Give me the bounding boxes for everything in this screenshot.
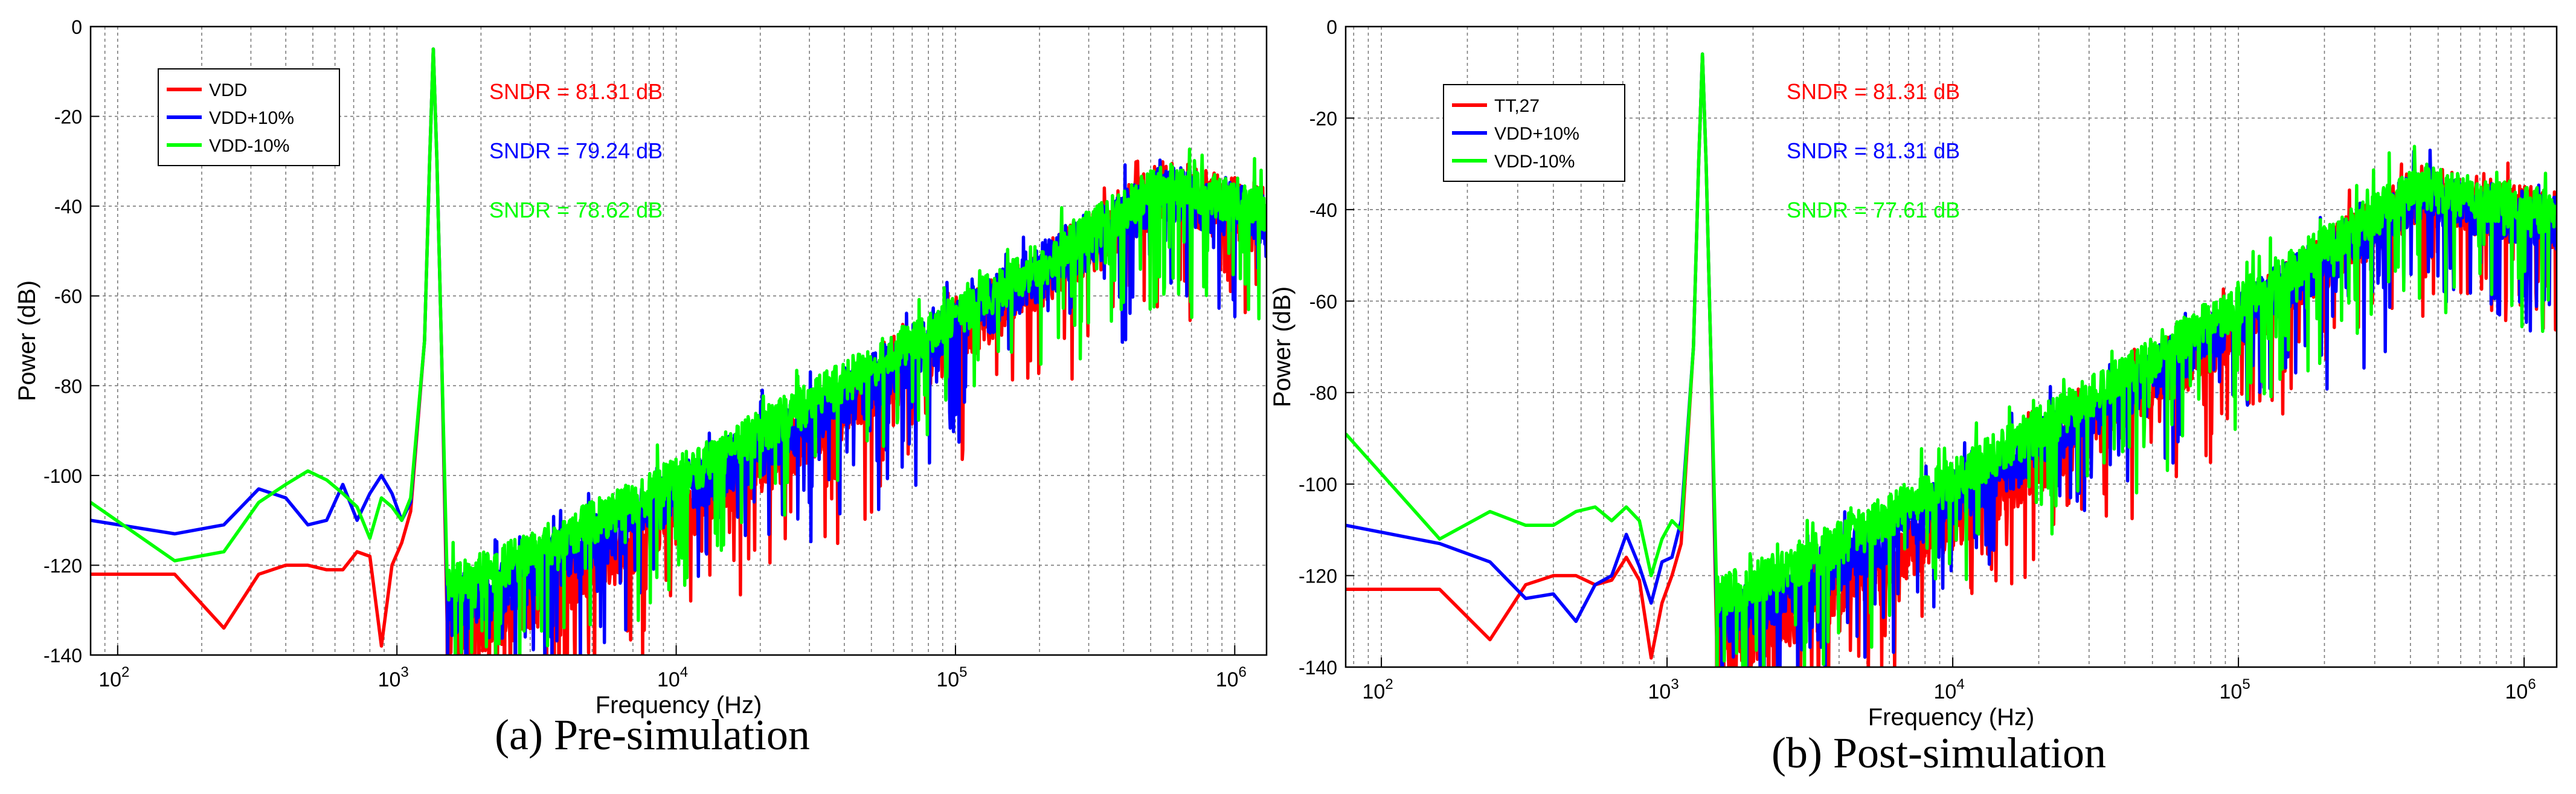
legend: TT,27 VDD+10% VDD-10% — [1443, 84, 1625, 182]
y-axis-label: Power (dB) — [1269, 286, 1296, 407]
x-tick-label: 104 — [1934, 676, 1965, 703]
sndr-annotation: SNDR = 77.61 dB — [1787, 198, 1960, 222]
sndr-annotation: SNDR = 81.31 dB — [489, 79, 663, 104]
y-axis-label: Power (dB) — [14, 280, 40, 401]
series-line-VDD-10% — [1346, 52, 2557, 667]
axes-frame — [89, 25, 1268, 656]
y-tick-label: -140 — [43, 645, 82, 667]
figure-caption: (b) Post-simulation — [1771, 729, 2106, 777]
y-tick-label: -20 — [54, 106, 82, 128]
y-tick-label: -120 — [43, 555, 82, 576]
y-tick-label: -60 — [1309, 291, 1337, 312]
y-tick-label: -40 — [1309, 199, 1337, 221]
x-axis-label: Frequency (Hz) — [596, 692, 762, 718]
axes-frame — [1344, 25, 2558, 668]
x-tick-label: 105 — [936, 664, 967, 691]
y-tick-label: -140 — [1299, 657, 1337, 679]
y-tick-label: -120 — [1299, 566, 1337, 587]
y-tick-label: -20 — [1309, 108, 1337, 129]
chart-panel-pre: 0 -20 -40 -60 -80 -100 -120 -140 102 103 104 105 106… — [14, 16, 1268, 759]
sndr-annotation: SNDR = 81.31 dB — [1787, 79, 1960, 104]
series-line-VDD-10% — [91, 47, 1267, 655]
x-tick-label: 102 — [1363, 676, 1393, 703]
legend-label: VDD-10% — [209, 136, 289, 156]
x-tick-label: 106 — [2505, 676, 2536, 703]
legend: VDD VDD+10% VDD-10% — [158, 68, 340, 166]
x-tick-label: 105 — [2220, 676, 2250, 703]
legend-label: TT,27 — [1494, 96, 1540, 116]
x-tick-label: 104 — [657, 664, 688, 691]
series-group — [91, 47, 1267, 655]
legend-label: VDD-10% — [1494, 152, 1575, 172]
x-tick-label: 106 — [1216, 664, 1247, 691]
sndr-annotation: SNDR = 79.24 dB — [489, 138, 663, 163]
y-tick-label: 0 — [71, 16, 82, 38]
series-group — [1346, 52, 2557, 667]
x-axis-label: Frequency (Hz) — [1868, 704, 2035, 731]
figure-caption: (a) Pre-simulation — [495, 711, 810, 759]
y-tick-label: -80 — [54, 375, 82, 397]
y-tick-label: -100 — [43, 465, 82, 487]
legend-label: VDD+10% — [1494, 124, 1579, 144]
y-tick-label: -100 — [1299, 474, 1337, 495]
y-tick-label: -80 — [1309, 382, 1337, 404]
sndr-annotation: SNDR = 81.31 dB — [1787, 138, 1960, 163]
sndr-annotation: SNDR = 78.62 dB — [489, 198, 663, 222]
x-tick-label: 103 — [1648, 676, 1679, 703]
x-tick-label: 103 — [378, 664, 409, 691]
legend-label: VDD — [209, 80, 247, 100]
y-tick-label: -60 — [54, 286, 82, 308]
x-tick-label: 102 — [98, 664, 129, 691]
legend-label: VDD+10% — [209, 108, 294, 128]
y-tick-label: -40 — [54, 196, 82, 218]
chart-panel-post: 0 -20 -40 -60 -80 -100 -120 -140 102 103 104 105 106… — [1269, 16, 2558, 777]
y-tick-label: 0 — [1326, 16, 1337, 38]
